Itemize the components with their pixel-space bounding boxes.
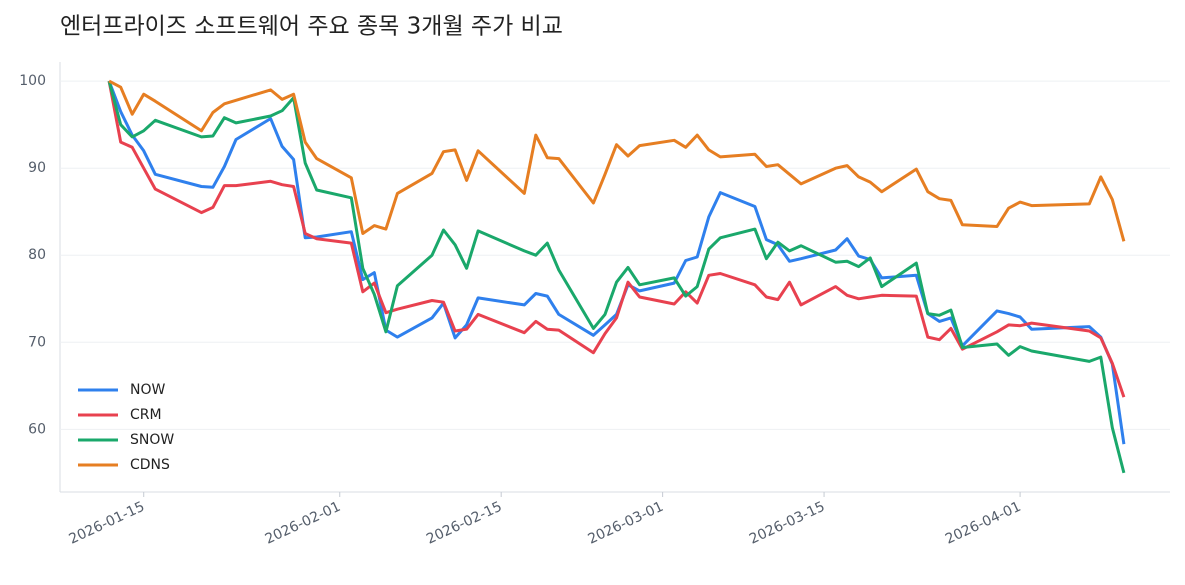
y-tick-label: 70 (28, 334, 46, 350)
x-tick-label: 2026-02-01 (263, 499, 344, 548)
legend-label: NOW (130, 382, 165, 398)
legend-label: CDNS (130, 457, 170, 473)
series-line (107, 80, 1126, 445)
y-tick-label: 80 (28, 247, 46, 263)
x-tick-label: 2026-01-15 (67, 499, 148, 548)
y-tick-label: 60 (28, 421, 46, 437)
y-tick-label: 90 (28, 160, 46, 176)
series-line (107, 80, 1126, 474)
series-line (107, 80, 1126, 398)
y-tick-label: 100 (19, 73, 46, 89)
x-tick-label: 2026-04-01 (943, 499, 1024, 548)
series-line (108, 79, 1126, 242)
legend-label: SNOW (130, 432, 174, 448)
chart-title: 엔터프라이즈 소프트웨어 주요 종목 3개월 주가 비교 (60, 14, 563, 40)
x-tick-label: 2026-03-15 (747, 499, 828, 548)
x-tick-label: 2026-03-01 (585, 499, 666, 548)
x-tick-label: 2026-02-15 (424, 499, 505, 548)
legend-label: CRM (130, 407, 162, 423)
